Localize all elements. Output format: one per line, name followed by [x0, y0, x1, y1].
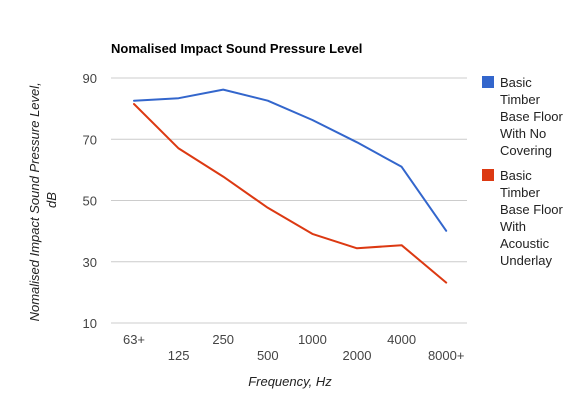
data-point: [355, 246, 359, 250]
legend-label-line: Covering: [500, 143, 552, 158]
legend-label-line: Timber: [500, 92, 541, 107]
series-line-2: [133, 103, 448, 284]
data-point: [221, 88, 225, 92]
legend-label-line: Underlay: [500, 253, 553, 268]
y-tick-label: 10: [83, 316, 97, 331]
y-tick-label: 50: [83, 194, 97, 209]
data-point: [400, 243, 404, 247]
legend-label-line: Basic: [500, 75, 532, 90]
data-point: [266, 99, 270, 103]
legend-label-line: Acoustic: [500, 236, 550, 251]
legend-swatch: [482, 169, 494, 181]
x-tick-label: 250: [212, 332, 234, 347]
x-tick-label: 500: [257, 348, 279, 363]
x-tick-label: 1000: [298, 332, 327, 347]
data-point: [132, 102, 136, 106]
legend-label-line: With No: [500, 126, 546, 141]
series-lines: [132, 88, 448, 285]
y-axis-ticks: 90 70 50 30 10: [83, 71, 97, 331]
legend-label-line: With: [500, 219, 526, 234]
legend-label: Basic Timber Base Floor With Acoustic Underla…: [500, 168, 564, 268]
y-tick-label: 70: [83, 132, 97, 147]
legend-label-line: Base Floor: [500, 202, 564, 217]
y-tick-label: 90: [83, 71, 97, 86]
data-point: [266, 206, 270, 210]
chart-title: Nomalised Impact Sound Pressure Level: [111, 41, 362, 56]
legend-label-line: Basic: [500, 168, 532, 183]
x-axis-ticks: 63+ 125 250 500 1000 2000 4000 8000+: [123, 332, 464, 363]
data-point: [310, 118, 314, 122]
x-tick-label: 4000: [387, 332, 416, 347]
data-point: [444, 229, 448, 233]
legend-label-line: Base Floor: [500, 109, 564, 124]
data-point: [400, 165, 404, 169]
data-point: [444, 281, 448, 285]
x-axis-title: Frequency, Hz: [248, 374, 332, 389]
data-point: [177, 146, 181, 150]
legend-label-line: Timber: [500, 185, 541, 200]
series-line-1: [133, 88, 448, 232]
x-tick-label: 63+: [123, 332, 145, 347]
legend-label: Basic Timber Base Floor With No Covering: [500, 75, 564, 158]
legend-swatch: [482, 76, 494, 88]
y-axis-title-line-2: dB: [44, 192, 59, 208]
y-tick-label: 30: [83, 255, 97, 270]
data-point: [221, 175, 225, 179]
x-tick-label: 125: [168, 348, 190, 363]
x-tick-label: 2000: [343, 348, 372, 363]
data-point: [310, 232, 314, 236]
legend: Basic Timber Base Floor With No CoveringBasi…: [482, 75, 564, 268]
x-tick-label: 8000+: [428, 348, 465, 363]
data-point: [355, 140, 359, 144]
y-axis-title: Nomalised Impact Sound Pressure Level, d…: [27, 79, 59, 322]
data-point: [177, 96, 181, 100]
grid-lines: [111, 77, 467, 324]
y-axis-title-line-1: Nomalised Impact Sound Pressure Level,: [27, 82, 42, 321]
